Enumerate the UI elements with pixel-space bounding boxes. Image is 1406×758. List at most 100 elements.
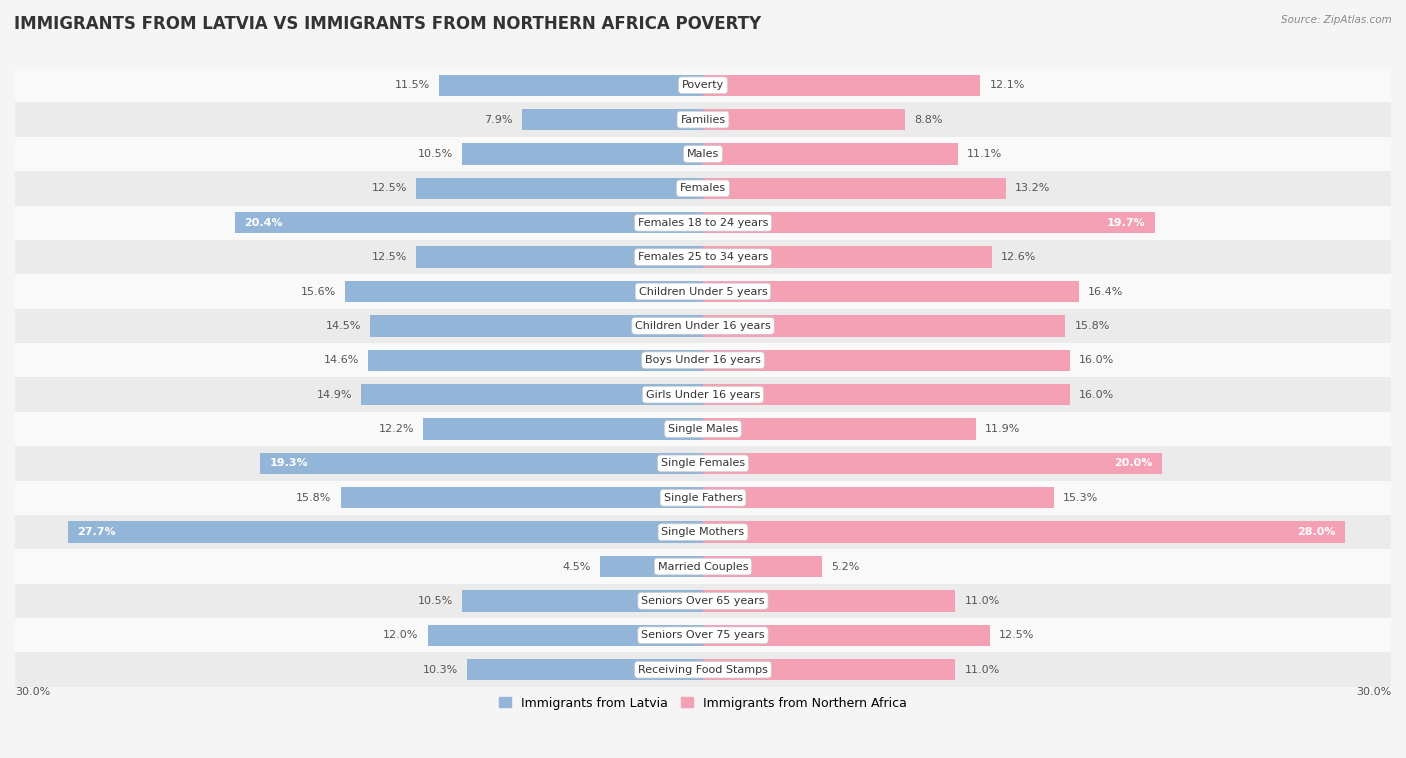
Text: Girls Under 16 years: Girls Under 16 years [645, 390, 761, 399]
Bar [703, 315, 1066, 337]
Bar [703, 212, 1154, 233]
Text: Seniors Over 75 years: Seniors Over 75 years [641, 630, 765, 641]
Bar [67, 522, 703, 543]
Text: 30.0%: 30.0% [1355, 687, 1391, 697]
Bar [703, 418, 976, 440]
Bar [235, 212, 703, 233]
Bar [368, 349, 703, 371]
Bar [703, 556, 823, 577]
Bar [361, 384, 703, 406]
Text: Boys Under 16 years: Boys Under 16 years [645, 356, 761, 365]
Bar [703, 109, 905, 130]
Bar [703, 246, 993, 268]
Text: 12.5%: 12.5% [371, 252, 408, 262]
Text: 15.8%: 15.8% [1074, 321, 1109, 331]
Bar [15, 618, 1391, 653]
Text: 15.3%: 15.3% [1063, 493, 1098, 503]
Text: 10.5%: 10.5% [418, 149, 453, 159]
Bar [703, 487, 1054, 509]
Text: Single Males: Single Males [668, 424, 738, 434]
Text: 28.0%: 28.0% [1298, 527, 1336, 537]
Bar [15, 102, 1391, 136]
Bar [703, 281, 1080, 302]
Bar [416, 246, 703, 268]
Text: 20.4%: 20.4% [245, 218, 283, 227]
Text: 16.4%: 16.4% [1088, 287, 1123, 296]
Text: Females: Females [681, 183, 725, 193]
Text: Males: Males [688, 149, 718, 159]
Text: 12.1%: 12.1% [990, 80, 1025, 90]
Text: 14.9%: 14.9% [316, 390, 352, 399]
Text: 12.5%: 12.5% [371, 183, 408, 193]
Bar [15, 68, 1391, 102]
Bar [15, 136, 1391, 171]
Bar [15, 446, 1391, 481]
Bar [703, 384, 1070, 406]
Bar [467, 659, 703, 680]
Text: 8.8%: 8.8% [914, 114, 942, 124]
Text: 19.7%: 19.7% [1107, 218, 1146, 227]
Text: Females 18 to 24 years: Females 18 to 24 years [638, 218, 768, 227]
Bar [15, 584, 1391, 618]
Bar [15, 653, 1391, 687]
Bar [423, 418, 703, 440]
Text: Poverty: Poverty [682, 80, 724, 90]
Bar [703, 74, 980, 96]
Bar [15, 481, 1391, 515]
Bar [522, 109, 703, 130]
Text: 15.6%: 15.6% [301, 287, 336, 296]
Bar [703, 590, 955, 612]
Legend: Immigrants from Latvia, Immigrants from Northern Africa: Immigrants from Latvia, Immigrants from … [494, 691, 912, 715]
Text: Source: ZipAtlas.com: Source: ZipAtlas.com [1281, 15, 1392, 25]
Text: Children Under 5 years: Children Under 5 years [638, 287, 768, 296]
Text: Receiving Food Stamps: Receiving Food Stamps [638, 665, 768, 675]
Bar [15, 309, 1391, 343]
Bar [15, 377, 1391, 412]
Bar [15, 550, 1391, 584]
Text: 12.0%: 12.0% [384, 630, 419, 641]
Text: Children Under 16 years: Children Under 16 years [636, 321, 770, 331]
Text: 14.5%: 14.5% [326, 321, 361, 331]
Bar [463, 143, 703, 164]
Text: 5.2%: 5.2% [831, 562, 860, 572]
Text: 16.0%: 16.0% [1080, 390, 1115, 399]
Text: Married Couples: Married Couples [658, 562, 748, 572]
Bar [15, 412, 1391, 446]
Bar [703, 659, 955, 680]
Text: 14.6%: 14.6% [323, 356, 359, 365]
Text: 11.0%: 11.0% [965, 596, 1000, 606]
Text: Single Females: Single Females [661, 459, 745, 468]
Text: Single Fathers: Single Fathers [664, 493, 742, 503]
Bar [600, 556, 703, 577]
Bar [370, 315, 703, 337]
Text: 12.5%: 12.5% [998, 630, 1035, 641]
Bar [15, 343, 1391, 377]
Bar [416, 177, 703, 199]
Text: 15.8%: 15.8% [297, 493, 332, 503]
Text: Females 25 to 34 years: Females 25 to 34 years [638, 252, 768, 262]
Text: 12.2%: 12.2% [378, 424, 413, 434]
Text: 11.5%: 11.5% [395, 80, 430, 90]
Text: 19.3%: 19.3% [270, 459, 308, 468]
Text: 13.2%: 13.2% [1015, 183, 1050, 193]
Text: 27.7%: 27.7% [77, 527, 115, 537]
Text: 4.5%: 4.5% [562, 562, 591, 572]
Bar [703, 625, 990, 646]
Bar [439, 74, 703, 96]
Bar [703, 522, 1346, 543]
Text: 11.1%: 11.1% [967, 149, 1002, 159]
Bar [427, 625, 703, 646]
Bar [15, 171, 1391, 205]
Bar [15, 205, 1391, 240]
Bar [463, 590, 703, 612]
Bar [703, 349, 1070, 371]
Text: Seniors Over 65 years: Seniors Over 65 years [641, 596, 765, 606]
Bar [260, 453, 703, 474]
Text: Families: Families [681, 114, 725, 124]
Bar [340, 487, 703, 509]
Text: 20.0%: 20.0% [1114, 459, 1153, 468]
Text: 16.0%: 16.0% [1080, 356, 1115, 365]
Bar [15, 274, 1391, 309]
Text: Single Mothers: Single Mothers [661, 527, 745, 537]
Text: 10.3%: 10.3% [422, 665, 457, 675]
